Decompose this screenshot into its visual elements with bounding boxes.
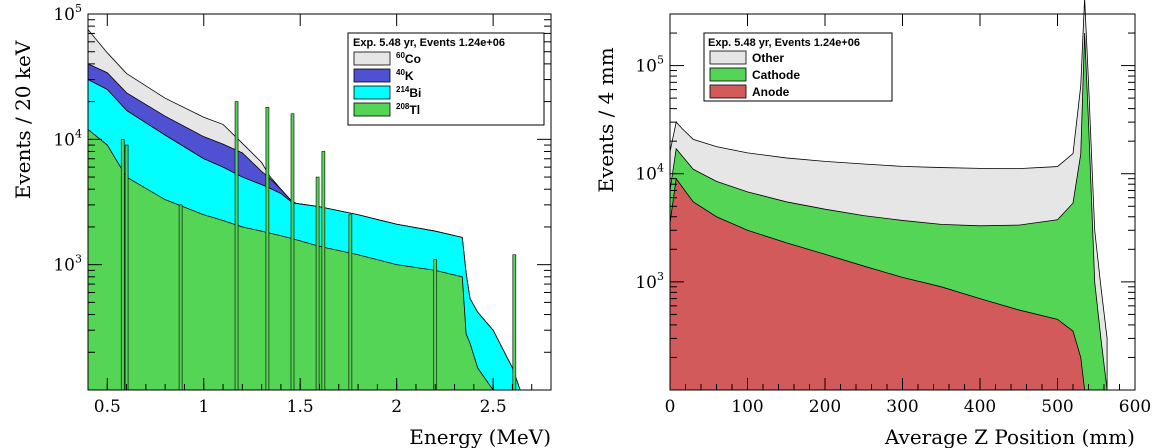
right-ticks: 0 100 200 300 400 500 600 103 104 105 [635,13,1151,417]
left-peak [348,214,353,391]
left-x-tick-label: 1.5 [287,397,314,417]
left-legend-title: Exp. 5.48 yr, Events 1.24e+06 [353,37,505,49]
left-y-tick-label: 103 [53,253,82,276]
left-legend-label-k: 40K [396,68,414,83]
right-y-axis-label: Events / 4 mm [594,47,618,192]
left-legend-swatch-k [353,68,391,83]
left-legend-swatch-tl [353,102,391,117]
right-y-tick-label: 104 [635,162,664,185]
left-x-tick-label: 1 [198,397,209,417]
left-y-axis-label: Events / 20 keV [11,40,35,199]
left-x-tick-label: 2 [391,397,402,417]
right-legend-label-anode: Anode [752,85,790,99]
left-y-tick-label: 105 [53,2,82,25]
right-legend-swatch-anode [709,84,747,99]
left-peak [120,139,125,391]
right-x-axis-label: Average Z Position (mm) [884,425,1135,448]
right-x-tick-label: 500 [1041,397,1073,417]
left-x-axis-label: Energy (MeV) [409,425,551,448]
left-y-tick-label: 104 [53,127,82,150]
left-legend-label-tl: 208Tl [396,102,420,117]
left-peak [124,144,129,391]
right-legend-swatch-cathode [709,67,747,82]
left-series-tl [87,128,532,391]
left-legend-label-co: 60Co [396,51,421,66]
right-legend-label-cathode: Cathode [752,68,800,82]
left-chart: 0.5 1 1.5 2 2.5 103 104 105 Events / 20 keV Ene… [11,2,552,448]
left-peak [321,151,326,391]
left-peak [512,254,517,391]
left-x-tick-label: 2.5 [480,397,507,417]
left-legend-label-bi: 214Bi [396,85,421,100]
right-legend-title: Exp. 5.48 yr, Events 1.24e+06 [708,37,860,49]
right-x-tick-label: 600 [1119,397,1151,417]
left-legend: Exp. 5.48 yr, Events 1.24e+06 60Co 40K 214… [347,32,545,126]
left-x-tick-label: 0.5 [94,397,121,417]
left-peak [178,204,183,391]
left-stacked-areas [87,28,532,391]
right-y-tick-label: 105 [635,54,664,77]
right-legend-swatch-other [709,50,747,65]
right-x-tick-label: 300 [886,397,918,417]
right-stacked-areas [669,0,1108,391]
left-ticks: 0.5 1 1.5 2 2.5 103 104 105 [53,2,552,417]
right-x-tick-label: 400 [964,397,996,417]
left-peak [265,107,270,391]
right-chart: 0 100 200 300 400 500 600 103 104 105 Events / 4 … [594,0,1151,448]
right-y-tick-label: 103 [635,270,664,293]
left-legend-swatch-bi [353,85,391,100]
right-legend-label-other: Other [752,51,784,65]
right-legend: Exp. 5.48 yr, Events 1.24e+06 Other Catho… [703,32,893,102]
right-x-tick-label: 0 [665,397,676,417]
right-x-tick-label: 200 [809,397,841,417]
right-x-tick-label: 100 [731,397,763,417]
left-peak [315,176,320,391]
left-peak [433,259,438,391]
left-peak [234,101,239,391]
left-legend-swatch-co [353,51,391,66]
left-peak [290,113,295,391]
